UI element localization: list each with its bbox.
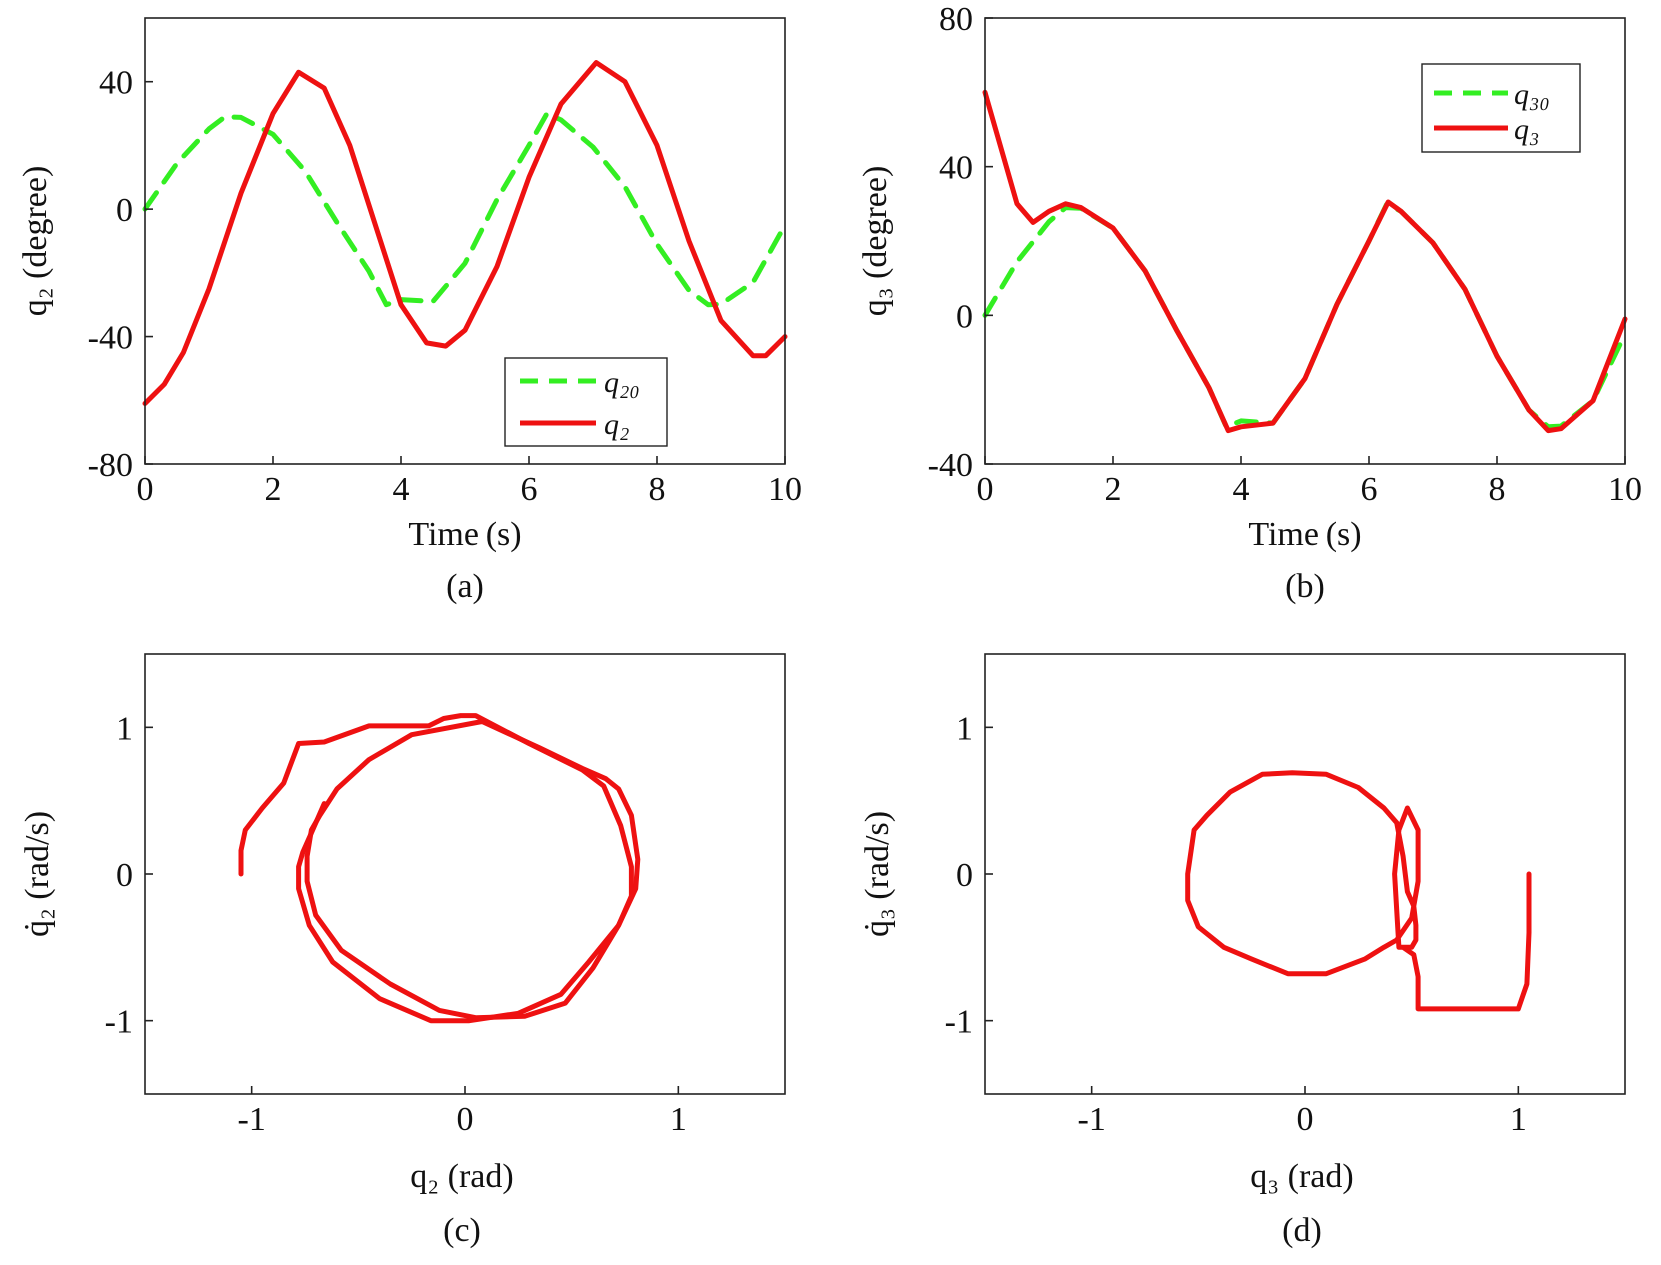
panel-d-ytick-label-1: 0 <box>956 857 973 894</box>
panel-b-series-line-1 <box>982 89 1628 434</box>
panel-a-time-q2: 0 2 4 6 8 10 -80 -40 0 40 Time (s) q₂ (degree) (a… <box>17 17 802 605</box>
panel-a-ticks: 0 2 4 6 8 10 -80 -40 0 40 <box>88 65 802 508</box>
panel-c-xtick-label-0: -1 <box>238 1101 266 1138</box>
panel-c-series-line-1 <box>304 719 641 1021</box>
panel-a-legend-label-q2: q₂ <box>604 408 629 441</box>
panel-b-xtick-label-0: 0 <box>977 471 994 508</box>
panel-c-phase-q2: -1 0 1 -1 0 1 q₂ (rad) q̇₂ (rad/s) (c) <box>19 653 786 1249</box>
panel-d-caption: (d) <box>1282 1212 1322 1249</box>
panel-a-xtick-label-0: 0 <box>137 471 154 508</box>
panel-c-ytick-label-0: -1 <box>105 1004 133 1041</box>
panel-c-xlabel: q₂ (rad) <box>410 1158 513 1195</box>
panel-b-xtick-label-2: 4 <box>1233 471 1250 508</box>
panel-b-legend: q₃₀ q₃ <box>1421 63 1581 153</box>
panel-c-ytick-label-1: 0 <box>116 857 133 894</box>
panel-d-series-line-0 <box>1185 770 1532 1012</box>
panel-b-xtick-label-4: 8 <box>1489 471 1506 508</box>
panel-b-series-line-0 <box>982 201 1628 430</box>
panel-c-ylabel: q̇₂ (rad/s) <box>19 811 56 937</box>
panel-b-frame <box>984 17 1626 465</box>
panel-d-ytick-label-2: 1 <box>956 710 973 747</box>
panel-d-ylabel: q̇₃ (rad/s) <box>859 811 896 937</box>
panel-b-xtick-label-3: 6 <box>1361 471 1378 508</box>
panel-c-xtick-label-1: 0 <box>457 1101 474 1138</box>
panel-b-xtick-label-5: 10 <box>1608 471 1642 508</box>
panel-d-xtick-label-2: 1 <box>1510 1101 1527 1138</box>
panel-d-xtick-label-1: 0 <box>1297 1101 1314 1138</box>
panel-a-xtick-label-4: 8 <box>649 471 666 508</box>
panel-a-xlabel: Time (s) <box>408 516 521 553</box>
panel-a-legend: q₂₀ q₂ <box>504 357 668 447</box>
panel-b-caption: (b) <box>1285 568 1325 605</box>
panel-a-legend-box <box>504 357 668 447</box>
panel-d-ytick-label-0: -1 <box>945 1004 973 1041</box>
panel-b-series <box>982 89 1628 434</box>
panel-a-series-line-1 <box>142 60 788 406</box>
panel-a-ytick-label-3: 40 <box>99 65 133 102</box>
panel-a-frame <box>144 17 786 465</box>
panel-c-xtick-label-2: 1 <box>670 1101 687 1138</box>
panel-a-xtick-label-5: 10 <box>768 471 802 508</box>
panel-a-caption: (a) <box>446 568 484 605</box>
panel-a-series <box>142 60 788 406</box>
panel-b-ytick-label-0: -40 <box>928 447 973 484</box>
panel-d-series <box>1185 770 1532 1012</box>
panel-b-legend-label-q3: q₃ <box>1514 113 1539 146</box>
panel-d-xlabel: q₃ (rad) <box>1250 1158 1353 1195</box>
panel-b-legend-label-q30: q₃₀ <box>1514 78 1550 111</box>
panel-b-ylabel: q₃ (degree) <box>857 166 894 317</box>
panel-b-xlabel: Time (s) <box>1248 516 1361 553</box>
panel-b-xtick-label-1: 2 <box>1105 471 1122 508</box>
panel-a-ytick-label-0: -80 <box>88 447 133 484</box>
panel-a-ylabel: q₂ (degree) <box>17 166 54 317</box>
panel-c-series <box>238 713 641 1024</box>
panel-a-series-line-0 <box>142 111 788 308</box>
panel-a-legend-label-q20: q₂₀ <box>604 366 640 399</box>
panel-a-ytick-label-1: -40 <box>88 320 133 357</box>
panel-a-xtick-label-3: 6 <box>521 471 538 508</box>
panel-a-ytick-label-2: 0 <box>116 192 133 229</box>
panel-b-ytick-label-2: 40 <box>939 150 973 187</box>
panel-b-legend-box <box>1421 63 1581 153</box>
panel-c-ticks: -1 0 1 -1 0 1 <box>105 710 687 1138</box>
panel-b-ytick-label-3: 80 <box>939 1 973 38</box>
panel-c-caption: (c) <box>443 1212 481 1249</box>
panel-a-xtick-label-1: 2 <box>265 471 282 508</box>
panel-d-xtick-label-0: -1 <box>1078 1101 1106 1138</box>
panel-c-series-line-0 <box>238 713 634 1024</box>
panel-a-xtick-label-2: 4 <box>393 471 410 508</box>
panel-d-ticks: -1 0 1 -1 0 1 <box>945 710 1527 1138</box>
panel-c-ytick-label-2: 1 <box>116 710 133 747</box>
panel-d-phase-q3: -1 0 1 -1 0 1 q₃ (rad) q̇₃ (rad/s) (d) <box>859 653 1626 1249</box>
panel-b-ytick-label-1: 0 <box>956 298 973 335</box>
